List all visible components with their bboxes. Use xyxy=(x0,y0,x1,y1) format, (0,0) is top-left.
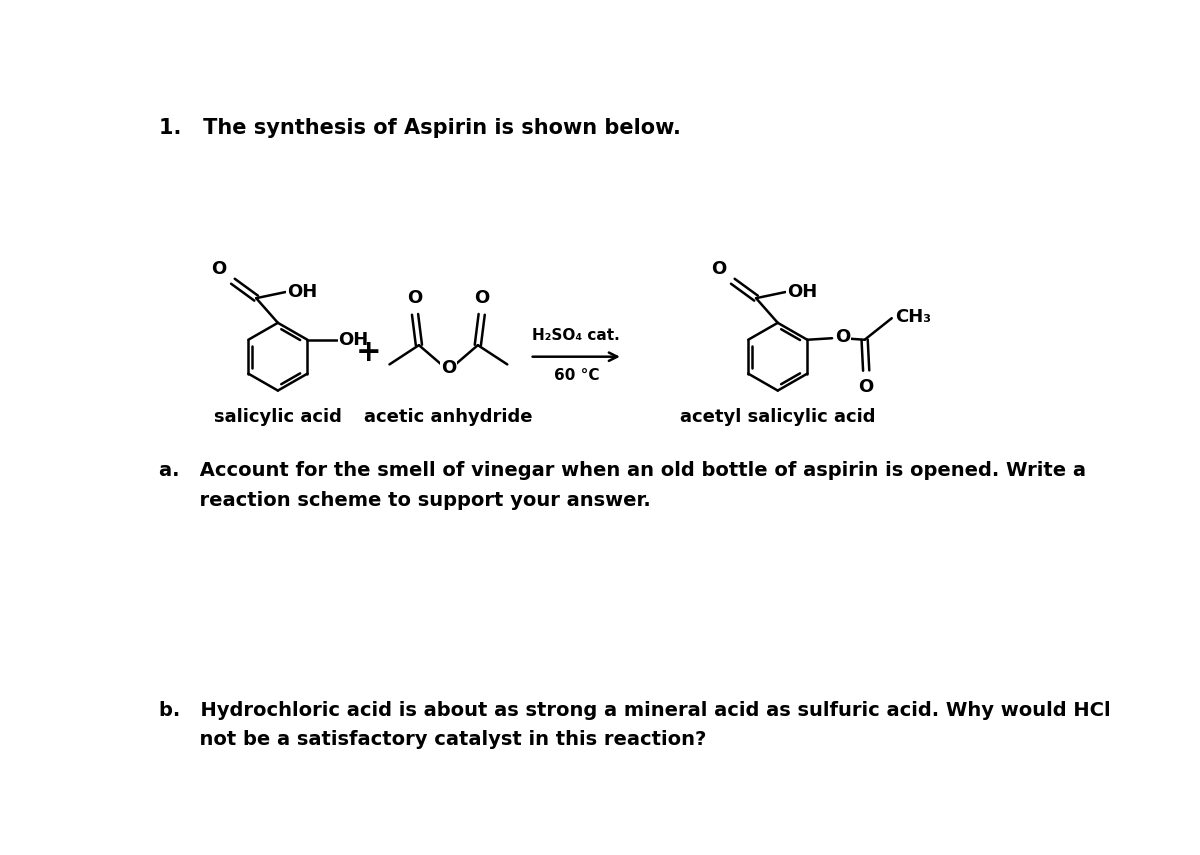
Text: O: O xyxy=(440,359,456,377)
Text: +: + xyxy=(355,339,382,368)
Text: acetyl salicylic acid: acetyl salicylic acid xyxy=(680,408,876,426)
Text: salicylic acid: salicylic acid xyxy=(214,408,342,426)
Text: OH: OH xyxy=(787,283,817,301)
Text: O: O xyxy=(211,260,227,278)
Text: O: O xyxy=(474,289,490,307)
Text: O: O xyxy=(858,378,874,396)
Text: O: O xyxy=(408,289,422,307)
Text: O: O xyxy=(712,260,726,278)
Text: 60 °C: 60 °C xyxy=(553,369,599,383)
Text: 1.   The synthesis of Aspirin is shown below.: 1. The synthesis of Aspirin is shown bel… xyxy=(160,118,682,138)
Text: reaction scheme to support your answer.: reaction scheme to support your answer. xyxy=(160,492,652,510)
Text: OH: OH xyxy=(338,331,368,349)
Text: b.   Hydrochloric acid is about as strong a mineral acid as sulfuric acid. Why w: b. Hydrochloric acid is about as strong … xyxy=(160,701,1111,720)
Text: not be a satisfactory catalyst in this reaction?: not be a satisfactory catalyst in this r… xyxy=(160,730,707,749)
Text: acetic anhydride: acetic anhydride xyxy=(364,409,533,427)
Text: O: O xyxy=(835,327,851,345)
Text: H₂SO₄ cat.: H₂SO₄ cat. xyxy=(533,327,620,343)
Text: a.   Account for the smell of vinegar when an old bottle of aspirin is opened. W: a. Account for the smell of vinegar when… xyxy=(160,461,1086,480)
Text: CH₃: CH₃ xyxy=(895,308,931,326)
Text: OH: OH xyxy=(287,283,318,301)
